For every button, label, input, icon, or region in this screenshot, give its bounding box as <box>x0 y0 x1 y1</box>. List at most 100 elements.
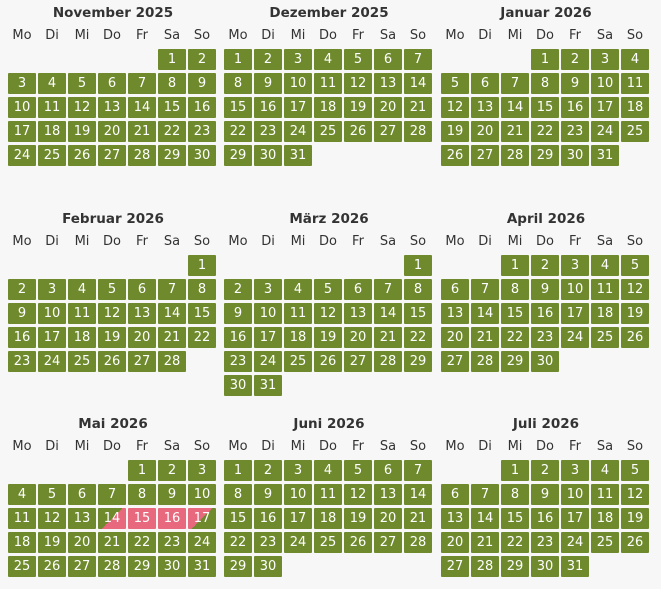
day-cell-available[interactable]: 6 <box>68 484 96 505</box>
day-cell-available[interactable]: 28 <box>501 145 529 166</box>
day-cell-available[interactable]: 22 <box>188 327 216 348</box>
day-cell-available[interactable]: 28 <box>471 556 499 577</box>
day-cell-available[interactable]: 12 <box>621 279 649 300</box>
day-cell-available[interactable]: 18 <box>314 97 342 118</box>
day-cell-available[interactable]: 24 <box>8 145 36 166</box>
day-cell-available[interactable]: 23 <box>254 121 282 142</box>
day-cell-available[interactable]: 9 <box>188 73 216 94</box>
day-cell-available[interactable]: 30 <box>224 375 252 396</box>
day-cell-available[interactable]: 4 <box>591 255 619 276</box>
day-cell-available[interactable]: 13 <box>98 97 126 118</box>
day-cell-available[interactable]: 4 <box>284 279 312 300</box>
day-cell-available[interactable]: 20 <box>441 327 469 348</box>
day-cell-available[interactable]: 16 <box>531 303 559 324</box>
day-cell-available[interactable]: 25 <box>8 556 36 577</box>
day-cell-available[interactable]: 10 <box>591 73 619 94</box>
day-cell-available[interactable]: 25 <box>591 327 619 348</box>
day-cell-available[interactable]: 3 <box>591 49 619 70</box>
day-cell-available[interactable]: 26 <box>621 327 649 348</box>
day-cell-available[interactable]: 23 <box>254 532 282 553</box>
day-cell-available[interactable]: 2 <box>254 460 282 481</box>
day-cell-available[interactable]: 30 <box>158 556 186 577</box>
day-cell-available[interactable]: 13 <box>344 303 372 324</box>
day-cell-available[interactable]: 23 <box>561 121 589 142</box>
day-cell-available[interactable]: 19 <box>441 121 469 142</box>
day-cell-available[interactable]: 16 <box>531 508 559 529</box>
day-cell-available[interactable]: 31 <box>284 145 312 166</box>
day-cell-available[interactable]: 12 <box>621 484 649 505</box>
day-cell-available[interactable]: 26 <box>38 556 66 577</box>
day-cell-available[interactable]: 12 <box>98 303 126 324</box>
day-cell-available[interactable]: 19 <box>98 327 126 348</box>
day-cell-available[interactable]: 1 <box>501 255 529 276</box>
day-cell-available[interactable]: 28 <box>374 351 402 372</box>
day-cell-available[interactable]: 5 <box>98 279 126 300</box>
day-cell-available[interactable]: 8 <box>224 73 252 94</box>
day-cell-available[interactable]: 18 <box>284 327 312 348</box>
day-cell-available[interactable]: 7 <box>98 484 126 505</box>
day-cell-available[interactable]: 27 <box>471 145 499 166</box>
day-cell-available[interactable]: 26 <box>441 145 469 166</box>
day-cell-available[interactable]: 10 <box>561 484 589 505</box>
day-cell-available[interactable]: 4 <box>8 484 36 505</box>
day-cell-available[interactable]: 14 <box>471 303 499 324</box>
day-cell-available[interactable]: 4 <box>68 279 96 300</box>
day-cell-available[interactable]: 7 <box>471 279 499 300</box>
day-cell-available[interactable]: 15 <box>531 97 559 118</box>
day-cell-available[interactable]: 9 <box>561 73 589 94</box>
day-cell-available[interactable]: 28 <box>404 121 432 142</box>
day-cell-available[interactable]: 30 <box>531 556 559 577</box>
day-cell-available[interactable]: 10 <box>38 303 66 324</box>
day-cell-available[interactable]: 21 <box>501 121 529 142</box>
day-cell-available[interactable]: 21 <box>404 508 432 529</box>
day-cell-available[interactable]: 20 <box>344 327 372 348</box>
day-cell-available[interactable]: 26 <box>68 145 96 166</box>
day-cell-available[interactable]: 19 <box>68 121 96 142</box>
day-cell-available[interactable]: 20 <box>471 121 499 142</box>
day-cell-available[interactable]: 14 <box>374 303 402 324</box>
day-cell-available[interactable]: 13 <box>441 303 469 324</box>
day-cell-available[interactable]: 28 <box>471 351 499 372</box>
day-cell-available[interactable]: 24 <box>188 532 216 553</box>
day-cell-available[interactable]: 24 <box>284 532 312 553</box>
day-cell-available[interactable]: 1 <box>531 49 559 70</box>
day-cell-available[interactable]: 4 <box>314 460 342 481</box>
day-cell-available[interactable]: 17 <box>561 303 589 324</box>
day-cell-available[interactable]: 10 <box>284 73 312 94</box>
day-cell-available[interactable]: 5 <box>621 460 649 481</box>
day-cell-available[interactable]: 19 <box>621 508 649 529</box>
day-cell-available[interactable]: 1 <box>224 49 252 70</box>
day-cell-available[interactable]: 17 <box>38 327 66 348</box>
day-cell-available[interactable]: 2 <box>8 279 36 300</box>
day-cell-available[interactable]: 10 <box>8 97 36 118</box>
day-cell-available[interactable]: 31 <box>591 145 619 166</box>
day-cell-available[interactable]: 23 <box>8 351 36 372</box>
day-cell-available[interactable]: 17 <box>284 97 312 118</box>
day-cell-available[interactable]: 27 <box>344 351 372 372</box>
day-cell-available[interactable]: 11 <box>314 484 342 505</box>
day-cell-available[interactable]: 2 <box>561 49 589 70</box>
day-cell-available[interactable]: 3 <box>284 49 312 70</box>
day-cell-available[interactable]: 18 <box>591 303 619 324</box>
day-cell-available[interactable]: 2 <box>531 255 559 276</box>
day-cell-available[interactable]: 8 <box>404 279 432 300</box>
day-cell-available[interactable]: 20 <box>128 327 156 348</box>
day-cell-booked[interactable]: 15 <box>128 508 156 529</box>
day-cell-available[interactable]: 19 <box>314 327 342 348</box>
day-cell-available[interactable]: 29 <box>224 556 252 577</box>
day-cell-available[interactable]: 7 <box>404 49 432 70</box>
day-cell-available[interactable]: 10 <box>284 484 312 505</box>
day-cell-available[interactable]: 18 <box>8 532 36 553</box>
day-cell-available[interactable]: 5 <box>68 73 96 94</box>
day-cell-available[interactable]: 20 <box>68 532 96 553</box>
day-cell-available[interactable]: 17 <box>254 327 282 348</box>
day-cell-available[interactable]: 13 <box>374 484 402 505</box>
day-cell-available[interactable]: 21 <box>128 121 156 142</box>
day-cell-available[interactable]: 21 <box>98 532 126 553</box>
day-cell-available[interactable]: 20 <box>441 532 469 553</box>
day-cell-available[interactable]: 11 <box>591 279 619 300</box>
day-cell-available[interactable]: 21 <box>374 327 402 348</box>
day-cell-available[interactable]: 24 <box>561 532 589 553</box>
day-cell-available[interactable]: 26 <box>344 121 372 142</box>
day-cell-available[interactable]: 12 <box>314 303 342 324</box>
